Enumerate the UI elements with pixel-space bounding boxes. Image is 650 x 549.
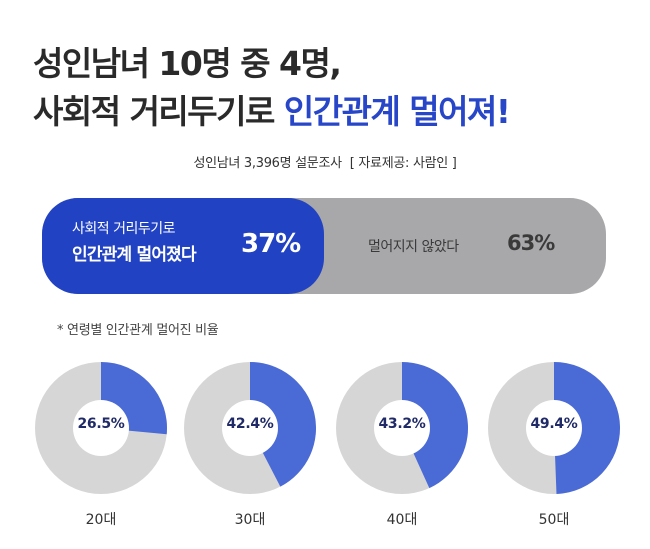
donut-value-label: 42.4% xyxy=(226,416,274,432)
title-highlight: 인간관계 멀어져! xyxy=(283,92,511,131)
title-line-1: 성인남녀 10명 중 4명, xyxy=(33,44,342,83)
donut-hole xyxy=(73,400,129,456)
survey-source: [ 자료제공: 사람인 ] xyxy=(349,156,457,171)
survey-info: 성인남녀 3,396명 설문조사 [ 자료제공: 사람인 ] xyxy=(0,152,650,171)
age-category-label: 50대 xyxy=(538,512,570,528)
not-distanced-percent: 63% xyxy=(507,231,555,255)
distanced-label-line-2: 인간관계 멀어졌다 xyxy=(72,245,197,265)
donut-hole xyxy=(222,400,278,456)
summary-bar-distanced-segment: 사회적 거리두기로 인간관계 멀어졌다 37% xyxy=(42,198,324,294)
donut-value-label: 49.4% xyxy=(530,416,578,432)
donut-value-slice xyxy=(402,362,468,489)
summary-bar: 사회적 거리두기로 인간관계 멀어졌다 37% 멀어지지 않았다 63% xyxy=(42,198,606,294)
donut-hole xyxy=(526,400,582,456)
donut-chart: 26.5% xyxy=(35,362,167,494)
donut-value-label: 26.5% xyxy=(77,416,125,432)
distanced-label-line-1: 사회적 거리두기로 xyxy=(72,221,176,237)
age-chart-note: * 연령별 인간관계 멀어진 비율 xyxy=(57,323,219,338)
donut-chart: 42.4% xyxy=(184,362,316,494)
not-distanced-label: 멀어지지 않았다 xyxy=(368,239,459,255)
donut-chart: 49.4% xyxy=(488,362,620,494)
donut-value-label: 43.2% xyxy=(378,416,426,432)
age-category-label: 40대 xyxy=(386,512,418,528)
title-line-2-prefix: 사회적 거리두기로 xyxy=(33,92,284,131)
age-category-label: 30대 xyxy=(234,512,266,528)
donut-value-slice xyxy=(554,362,620,494)
survey-description: 성인남녀 3,396명 설문조사 xyxy=(193,156,342,171)
donut-chart: 43.2% xyxy=(336,362,468,494)
donut-hole xyxy=(374,400,430,456)
age-category-label: 20대 xyxy=(85,512,117,528)
donut-value-slice xyxy=(250,362,316,487)
page-title: 성인남녀 10명 중 4명, 사회적 거리두기로 인간관계 멀어져! xyxy=(33,40,511,136)
distanced-percent: 37% xyxy=(241,229,301,259)
